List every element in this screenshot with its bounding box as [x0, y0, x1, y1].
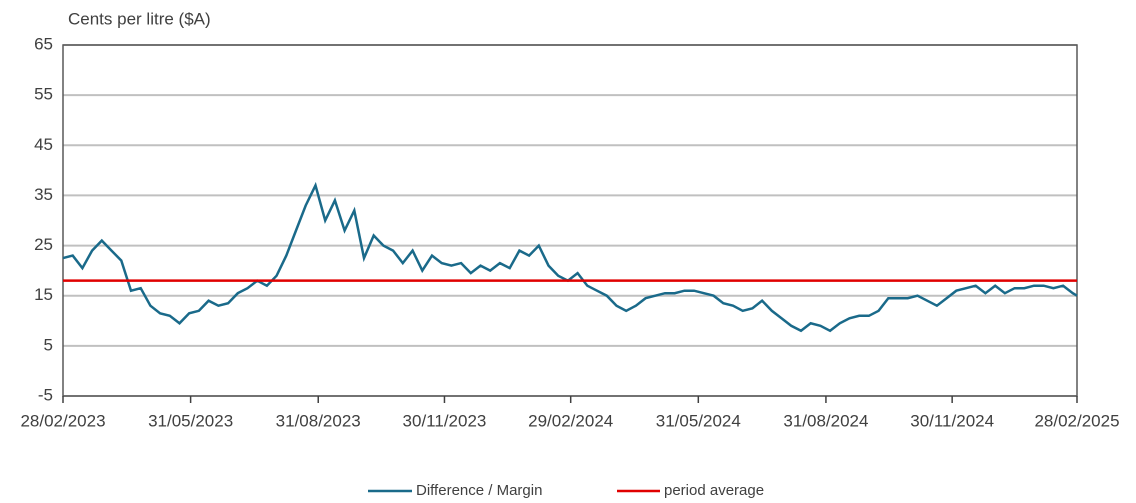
data-line [62, 181, 1078, 333]
y-tick-label: -5 [38, 385, 53, 404]
x-tick-label: 31/05/2024 [656, 411, 741, 430]
x-tick-label: 30/11/2023 [403, 411, 487, 430]
y-tick-label: 45 [34, 135, 53, 154]
y-tick-label: 15 [34, 285, 53, 304]
legend-label: Difference / Margin [416, 482, 542, 499]
x-tick-label: 28/02/2023 [20, 411, 105, 430]
x-tick-label: 30/11/2024 [910, 411, 994, 430]
plot-frame [62, 44, 1078, 397]
y-tick-label: 5 [44, 335, 53, 354]
y-tick-label: 35 [34, 185, 53, 204]
x-tick-label: 31/08/2024 [783, 411, 868, 430]
y-tick-label: 65 [34, 34, 53, 53]
y-axis-label: Cents per litre ($A) [68, 9, 211, 28]
x-tick-label: 28/02/2025 [1034, 411, 1119, 430]
y-tick-label: 55 [34, 85, 53, 104]
x-tick-label: 29/02/2024 [528, 411, 613, 430]
x-tick-label: 31/05/2023 [148, 411, 233, 430]
y-tick-label: 25 [34, 235, 53, 254]
x-tick-label: 31/08/2023 [276, 411, 361, 430]
legend-label: period average [664, 482, 764, 499]
